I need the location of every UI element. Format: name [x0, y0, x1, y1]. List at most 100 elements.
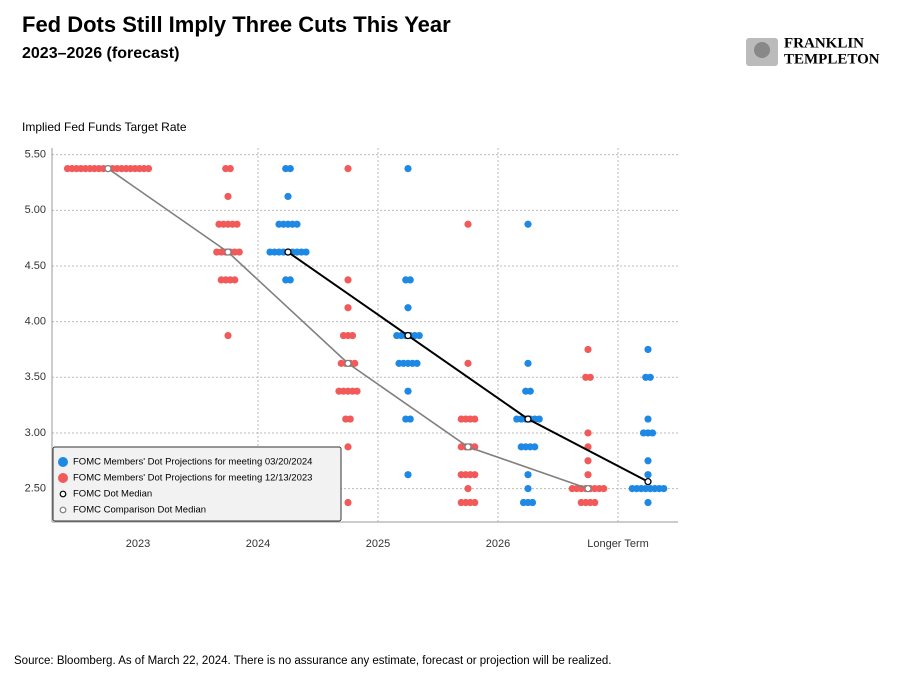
y-tick-label: 3.50 [25, 371, 46, 383]
dot [531, 443, 539, 451]
legend-box [52, 446, 342, 522]
logo: FRANKLIN TEMPLETON [746, 35, 880, 67]
median-point [524, 415, 532, 423]
source-note: Source: Bloomberg. As of March 22, 2024.… [14, 655, 611, 667]
dot [524, 485, 532, 493]
dot [293, 220, 301, 228]
legend-label: FOMC Members' Dot Projections for meetin… [73, 473, 312, 484]
dot [471, 498, 479, 507]
dot [286, 164, 294, 173]
median-line [107, 167, 589, 490]
logo-text: FRANKLIN [784, 35, 864, 51]
dot [235, 248, 243, 256]
median-point [644, 478, 652, 486]
dot [600, 485, 608, 493]
dot [464, 359, 472, 367]
dot [404, 471, 412, 479]
logo-head [754, 42, 770, 58]
dot [284, 192, 292, 201]
dot [344, 498, 352, 507]
dot [591, 498, 599, 507]
dot [471, 415, 479, 423]
dot [413, 359, 421, 367]
chart-title: Fed Dots Still Imply Three Cuts This Yea… [22, 12, 451, 37]
dot [404, 304, 412, 312]
y-tick-label: 5.50 [25, 149, 46, 161]
dot [233, 220, 241, 228]
dot [524, 359, 532, 367]
legend-marker [58, 473, 68, 483]
y-tick-label: 5.00 [25, 204, 46, 216]
legend-marker [59, 490, 67, 498]
median-point [224, 248, 232, 256]
dot [224, 192, 232, 201]
dot [464, 485, 472, 493]
legend-label: FOMC Members' Dot Projections for meetin… [73, 457, 312, 468]
legend-marker [58, 457, 68, 467]
dot [344, 164, 352, 173]
dot [535, 415, 543, 423]
dot [344, 443, 352, 451]
dot [404, 387, 412, 395]
dot [644, 471, 652, 479]
dot [584, 429, 592, 437]
x-tick-label: 2026 [486, 538, 510, 550]
chart-subtitle: 2023–2026 (forecast) [22, 45, 179, 62]
y-tick-label: 4.00 [25, 316, 46, 328]
dot [526, 387, 534, 395]
dot [584, 345, 592, 354]
y-axis-title: Implied Fed Funds Target Rate [22, 120, 187, 134]
dot [644, 415, 652, 423]
dot [528, 498, 537, 507]
legend: FOMC Members' Dot Projections for meetin… [52, 446, 342, 522]
dot [586, 373, 594, 381]
dot [302, 248, 310, 256]
dot [224, 331, 232, 340]
dot [471, 471, 479, 479]
dot [346, 415, 354, 423]
y-tick-label: 4.50 [25, 260, 46, 272]
dot [344, 304, 352, 312]
dot [644, 498, 652, 507]
dot [584, 471, 592, 479]
median-point [584, 484, 592, 493]
median-line [287, 251, 649, 483]
legend-marker [59, 506, 67, 514]
dot [524, 220, 532, 228]
dot [286, 276, 294, 284]
dot [464, 220, 472, 228]
y-tick-label: 3.00 [25, 427, 46, 439]
dot [344, 276, 352, 284]
legend-label: FOMC Comparison Dot Median [73, 505, 206, 516]
dot [406, 276, 414, 284]
dot [144, 164, 153, 173]
dot [406, 415, 414, 423]
x-tick-label: Longer Term [587, 538, 649, 550]
dot [584, 457, 592, 465]
dot [660, 485, 668, 493]
y-tick-label: 2.50 [25, 483, 46, 495]
dot [404, 164, 412, 173]
dot [644, 345, 652, 354]
dot [226, 164, 234, 173]
median-point [464, 443, 472, 451]
dot [524, 471, 532, 479]
dot [348, 331, 357, 340]
median-point [104, 164, 112, 173]
x-tick-label: 2024 [246, 538, 270, 550]
dot [644, 457, 652, 465]
median-point [344, 359, 352, 368]
dot [351, 359, 359, 367]
dot [415, 331, 423, 340]
x-tick-label: 2023 [126, 538, 150, 550]
median-point [284, 248, 292, 256]
logo-text: TEMPLETON [784, 51, 880, 67]
dot [353, 387, 361, 395]
x-tick-label: 2025 [366, 538, 390, 550]
dot [648, 429, 657, 437]
dot [231, 276, 239, 284]
legend-label: FOMC Dot Median [73, 489, 152, 500]
median-point [404, 331, 412, 340]
